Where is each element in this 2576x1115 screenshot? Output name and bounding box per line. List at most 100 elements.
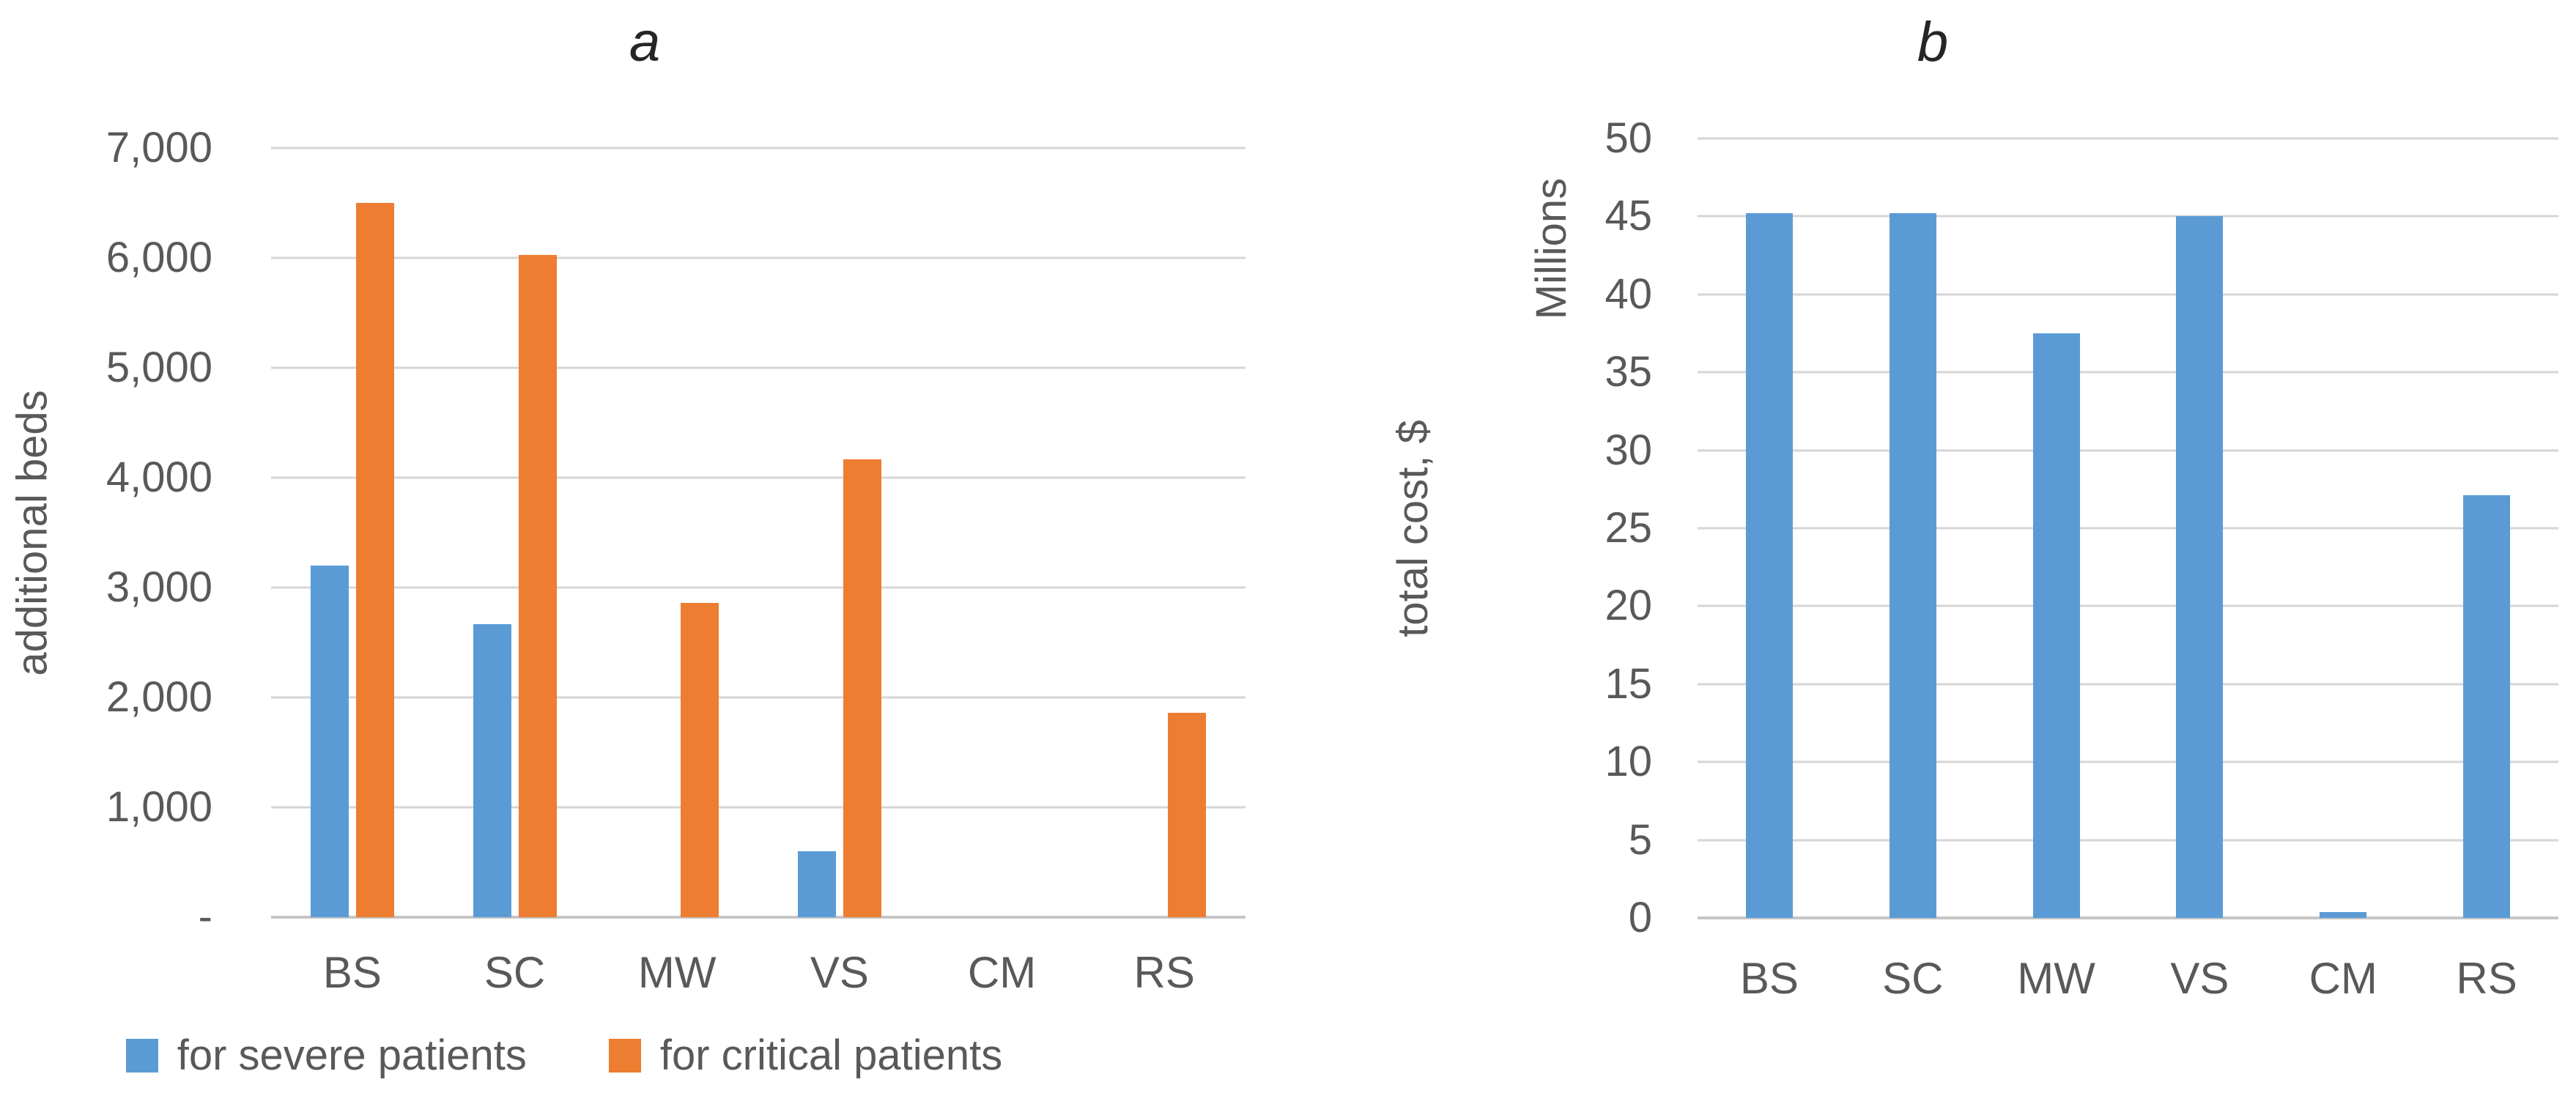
bar-group-vs bbox=[758, 148, 921, 917]
bar-sc-for-severe-patients bbox=[473, 623, 511, 917]
x-tick-label-vs: VS bbox=[810, 948, 869, 997]
chart-b-y-axis-title: total cost, $ bbox=[1376, 138, 1449, 918]
gridline bbox=[1698, 371, 2558, 374]
bar-bs-for-critical-patients bbox=[355, 203, 394, 917]
x-tick-label-bs: BS bbox=[1739, 954, 1799, 1003]
gridline bbox=[271, 696, 1246, 699]
chart-a-gridlines bbox=[271, 147, 1246, 919]
gridline bbox=[1698, 604, 2558, 607]
gridline bbox=[1698, 137, 2558, 140]
chart-b-bars bbox=[1698, 138, 2558, 918]
y-tick-label: 20 bbox=[1605, 582, 1652, 630]
y-tick-label: 30 bbox=[1605, 426, 1652, 474]
x-tick-label-sc: SC bbox=[484, 948, 546, 997]
y-tick-label: 35 bbox=[1605, 348, 1652, 396]
gridline bbox=[1698, 683, 2558, 686]
bar-vs-for-severe-patients bbox=[797, 851, 836, 917]
chart-b-x-ticks: BS SC MW VS CM RS bbox=[1698, 952, 2558, 1005]
x-tick-label-sc: SC bbox=[1882, 954, 1944, 1003]
gridline bbox=[1698, 449, 2558, 452]
chart-b-y-ticks: 0 5 10 15 20 25 30 35 40 45 50 bbox=[1495, 117, 1652, 939]
y-tick-label: 45 bbox=[1605, 192, 1652, 240]
y-tick-label: 3,000 bbox=[106, 563, 212, 611]
x-tick-label-vs: VS bbox=[2170, 954, 2229, 1003]
bar-rs bbox=[2463, 495, 2511, 918]
legend-label-for-severe-patients: for severe patients bbox=[177, 1031, 527, 1079]
x-tick-label-cm: CM bbox=[967, 948, 1037, 997]
gridline bbox=[271, 256, 1246, 259]
gridline bbox=[1698, 527, 2558, 530]
x-tick-label-mw: MW bbox=[2017, 954, 2095, 1003]
gridline bbox=[271, 476, 1246, 479]
bar-sc bbox=[1889, 213, 1936, 918]
gridline bbox=[1698, 215, 2558, 218]
chart-b-y-axis-title-text: total cost, $ bbox=[1388, 419, 1437, 637]
bar-group-sc bbox=[434, 148, 596, 917]
bar-bs-for-severe-patients bbox=[310, 566, 349, 917]
legend-item-for-critical-patients: for critical patients bbox=[608, 1031, 1003, 1079]
gridline bbox=[271, 586, 1246, 589]
bar-group-rs bbox=[1083, 148, 1246, 917]
gridline bbox=[1698, 293, 2558, 296]
chart-a-bars bbox=[271, 148, 1246, 917]
gridline bbox=[1698, 839, 2558, 842]
y-tick-label: 15 bbox=[1605, 659, 1652, 708]
bar-group-cm bbox=[2271, 138, 2415, 918]
chart-b-title: b bbox=[1917, 11, 1949, 73]
chart-a-y-axis-title-text: additional beds bbox=[8, 389, 56, 676]
bar-group-sc bbox=[1841, 138, 1985, 918]
y-tick-label: 50 bbox=[1605, 114, 1652, 162]
bar-group-mw bbox=[1985, 138, 2128, 918]
y-tick-label: - bbox=[198, 893, 212, 941]
bar-vs-for-critical-patients bbox=[843, 459, 881, 917]
x-tick-label-mw: MW bbox=[637, 948, 717, 997]
chart-a-x-ticks: BS SC MW VS CM RS bbox=[271, 947, 1246, 999]
y-tick-label: 5 bbox=[1628, 815, 1652, 864]
x-tick-label-bs: BS bbox=[322, 948, 382, 997]
bar-cm bbox=[2320, 911, 2367, 918]
y-tick-label: 7,000 bbox=[106, 124, 212, 171]
y-tick-label: 40 bbox=[1605, 270, 1652, 318]
x-tick-label-rs: RS bbox=[1133, 948, 1195, 997]
legend-swatch-for-critical-patients bbox=[608, 1039, 641, 1073]
chart-b-gridlines bbox=[1698, 137, 2558, 919]
bar-group-cm bbox=[921, 148, 1084, 917]
y-tick-label: 6,000 bbox=[106, 234, 212, 281]
bar-group-bs bbox=[1698, 138, 1841, 918]
legend-swatch-for-severe-patients bbox=[125, 1039, 158, 1073]
bar-group-mw bbox=[596, 148, 758, 917]
gridline bbox=[1698, 760, 2558, 763]
y-tick-label: 10 bbox=[1605, 738, 1652, 786]
bar-rs-for-critical-patients bbox=[1168, 713, 1207, 917]
x-tick-label-cm: CM bbox=[2309, 954, 2377, 1003]
gridline bbox=[271, 366, 1246, 369]
bar-group-bs bbox=[271, 148, 434, 917]
legend-label-for-critical-patients: for critical patients bbox=[659, 1031, 1003, 1079]
chart-a-title: a bbox=[629, 11, 661, 73]
chart-a-plot-area bbox=[271, 147, 1246, 919]
x-tick-label-rs: RS bbox=[2456, 954, 2517, 1003]
y-tick-label: 0 bbox=[1628, 894, 1652, 941]
legend-item-for-severe-patients: for severe patients bbox=[125, 1031, 527, 1079]
bar-sc-for-critical-patients bbox=[518, 254, 557, 917]
x-axis-line bbox=[271, 916, 1246, 919]
chart-a-legend: for severe patients for critical patients bbox=[0, 1034, 1128, 1077]
bar-group-rs bbox=[2415, 138, 2558, 918]
y-tick-label: 4,000 bbox=[106, 453, 212, 501]
bar-mw bbox=[2032, 333, 2080, 918]
chart-a-panel: a additional beds - 1,000 2,000 3,000 4,000 5… bbox=[0, 11, 1246, 1077]
bar-bs bbox=[1745, 213, 1793, 918]
y-tick-label: 25 bbox=[1605, 504, 1652, 552]
gridline bbox=[271, 147, 1246, 149]
chart-a-y-ticks: - 1,000 2,000 3,000 4,000 5,000 6,000 7,000 bbox=[51, 127, 212, 938]
bar-group-vs bbox=[2128, 138, 2271, 918]
bar-mw-for-critical-patients bbox=[681, 603, 719, 917]
x-axis-line bbox=[1698, 916, 2558, 919]
y-tick-label: 2,000 bbox=[106, 673, 212, 721]
gridline bbox=[271, 806, 1246, 809]
bar-vs bbox=[2176, 216, 2224, 918]
y-tick-label: 5,000 bbox=[106, 344, 212, 391]
chart-b-plot-area bbox=[1698, 137, 2558, 919]
chart-b-panel: b total cost, $ Millions 0 5 10 15 20 25 30 35 4… bbox=[1289, 0, 2576, 1115]
